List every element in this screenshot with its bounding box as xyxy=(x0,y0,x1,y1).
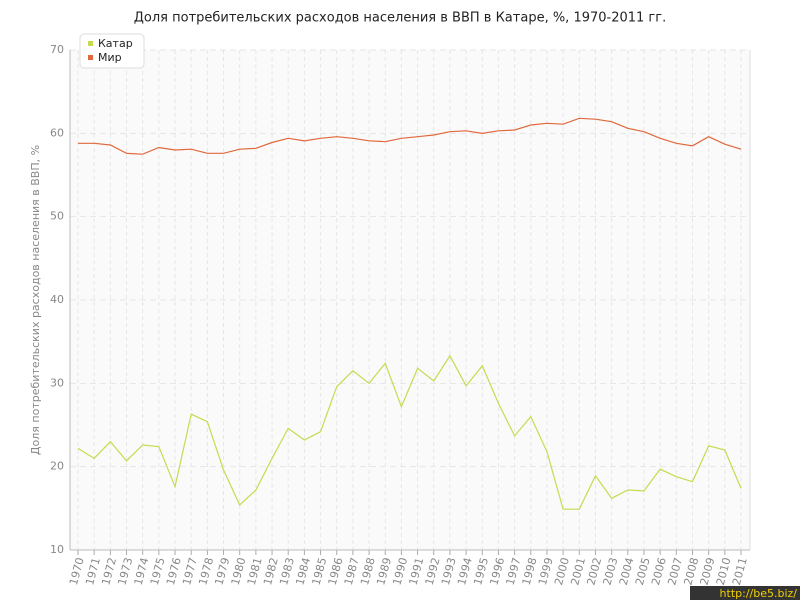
legend-label: Мир xyxy=(98,51,122,64)
y-axis-label: Доля потребительских расходов населения … xyxy=(29,145,42,455)
watermark: http://be5.biz/ xyxy=(720,587,798,600)
series-line xyxy=(78,117,742,155)
watermark-bg xyxy=(690,586,800,600)
y-tick-label: 60 xyxy=(50,126,64,139)
legend-swatch xyxy=(88,55,93,60)
y-tick-label: 10 xyxy=(50,543,64,556)
chart-title: Доля потребительских расходов населения … xyxy=(134,11,666,26)
legend-box xyxy=(79,33,145,69)
y-tick-label: 30 xyxy=(50,376,64,389)
legend-swatch xyxy=(88,41,93,46)
series-line xyxy=(77,354,742,510)
y-tick-label: 50 xyxy=(50,210,64,223)
y-tick-label: 70 xyxy=(50,43,64,56)
legend-label: Катар xyxy=(98,37,133,50)
y-tick-label: 40 xyxy=(50,293,64,306)
y-tick-label: 20 xyxy=(50,460,64,473)
